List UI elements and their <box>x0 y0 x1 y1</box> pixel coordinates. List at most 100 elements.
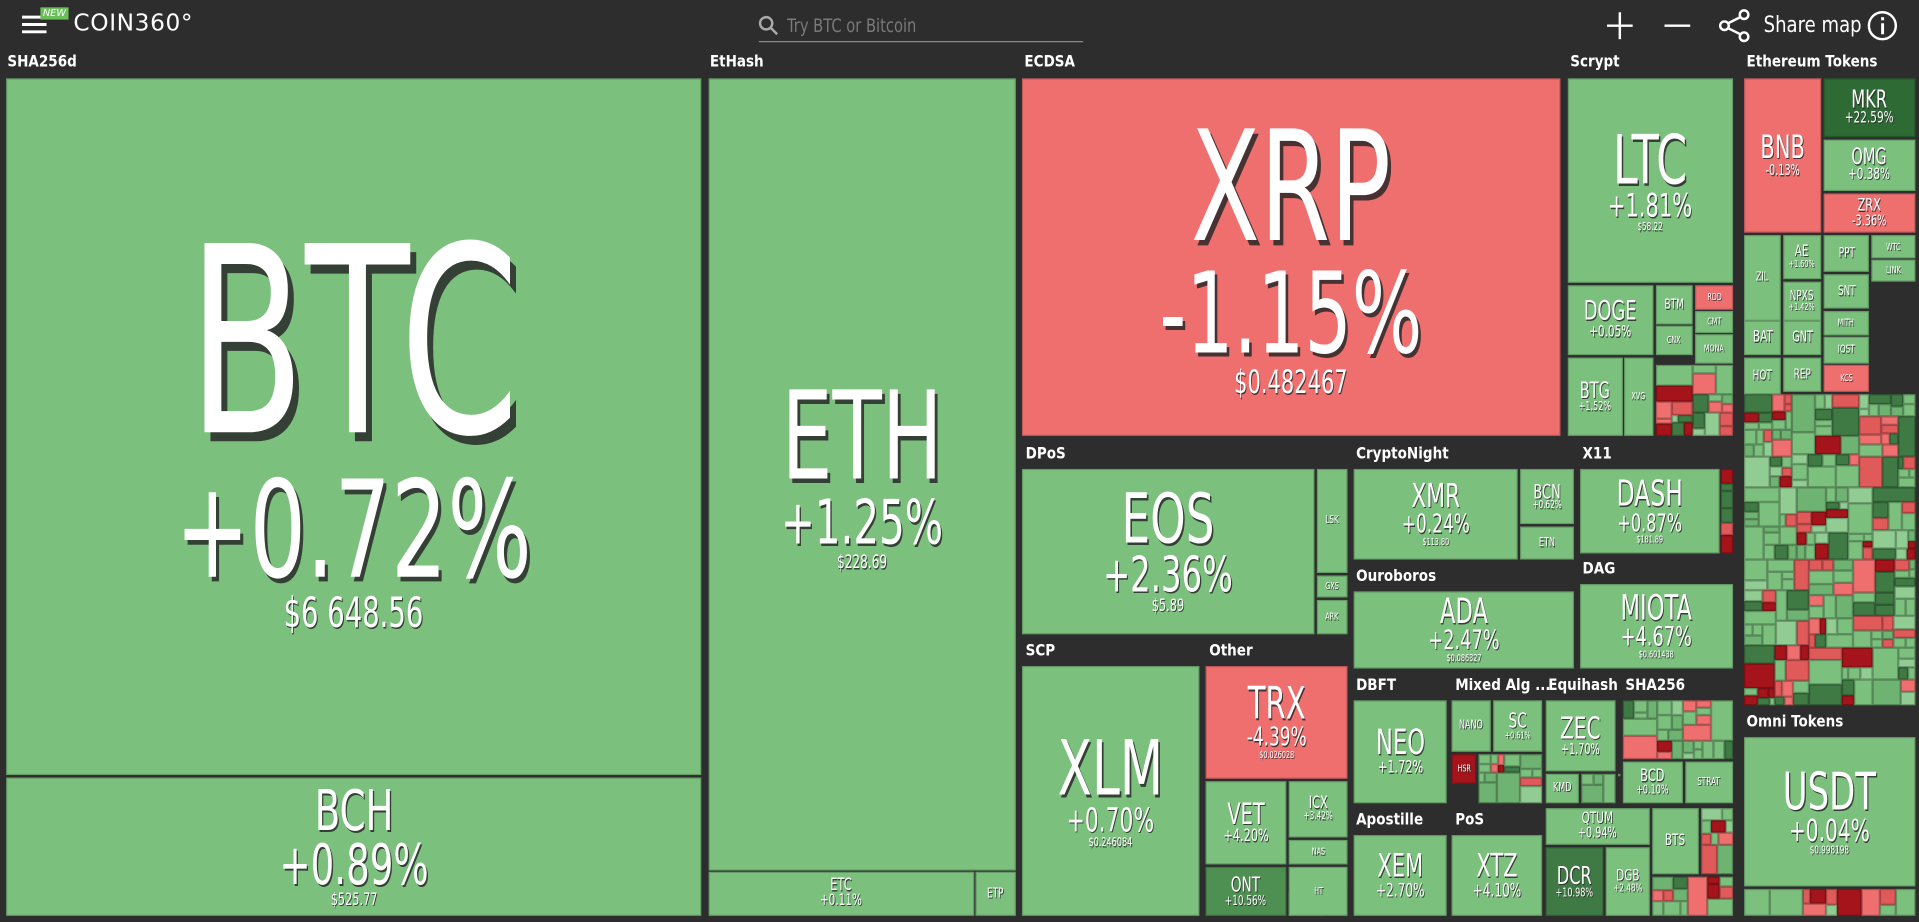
small-coin-tile[interactable] <box>1872 679 1901 706</box>
small-coin-tile[interactable] <box>1779 476 1792 488</box>
small-coin-tile[interactable] <box>1774 696 1785 706</box>
small-coin-tile[interactable] <box>1898 647 1916 659</box>
small-coin-tile[interactable] <box>1898 667 1909 680</box>
small-coin-tile[interactable] <box>1673 888 1688 902</box>
small-coin-tile[interactable] <box>1908 541 1916 549</box>
coin-tile[interactable]: HT <box>1288 866 1348 916</box>
small-coin-tile[interactable] <box>1808 634 1816 648</box>
small-coin-tile[interactable] <box>1872 647 1899 680</box>
small-coin-tile[interactable] <box>1835 465 1860 488</box>
coin-tile[interactable]: TRX -4.39% $0.026028 <box>1205 666 1348 779</box>
small-coin-tile[interactable] <box>1835 487 1849 503</box>
small-coin-tile[interactable] <box>1895 548 1907 560</box>
small-coin-tile[interactable] <box>1713 740 1725 760</box>
small-coin-tile[interactable] <box>1815 426 1833 436</box>
small-coin-tile[interactable] <box>1720 535 1734 554</box>
small-coin-tile[interactable] <box>1652 901 1664 916</box>
coin-tile[interactable]: BTC +0.72% $6 648.56 <box>6 78 702 776</box>
small-coin-tile[interactable] <box>1859 416 1882 435</box>
small-coin-tile[interactable] <box>1879 888 1896 905</box>
coin-tile[interactable]: CNX <box>1655 325 1693 356</box>
small-coin-tile[interactable] <box>1720 483 1734 491</box>
small-coin-tile[interactable] <box>1657 751 1672 760</box>
small-coin-tile[interactable] <box>1848 541 1863 560</box>
coin-tile[interactable]: LTC +1.81% $58.22 <box>1567 78 1734 283</box>
small-coin-tile[interactable] <box>1780 429 1792 440</box>
coin-tile[interactable]: ADA +2.47% $0.086327 <box>1353 591 1574 669</box>
small-coin-tile[interactable] <box>1900 691 1916 706</box>
small-coin-tile[interactable] <box>1657 715 1672 730</box>
zoom-in[interactable] <box>1606 12 1633 40</box>
small-coin-tile[interactable] <box>1848 487 1873 504</box>
small-coin-tile[interactable] <box>1901 513 1916 531</box>
small-coin-tile[interactable] <box>1909 468 1916 478</box>
small-coin-tile[interactable] <box>1757 688 1769 698</box>
small-coin-tile[interactable] <box>1875 592 1895 605</box>
small-coin-tile[interactable] <box>1682 711 1697 725</box>
small-coin-tile[interactable] <box>1879 904 1896 916</box>
small-coin-tile[interactable] <box>1828 532 1849 560</box>
small-coin-tile[interactable] <box>1898 468 1910 478</box>
small-coin-tile[interactable] <box>1796 511 1812 525</box>
small-coin-tile[interactable] <box>1655 364 1693 386</box>
small-coin-tile[interactable] <box>1909 569 1916 578</box>
small-coin-tile[interactable] <box>1863 533 1873 542</box>
small-coin-tile[interactable] <box>1848 533 1864 542</box>
small-coin-tile[interactable] <box>1478 754 1491 765</box>
small-coin-tile[interactable] <box>1504 766 1521 773</box>
small-coin-tile[interactable] <box>1693 740 1703 750</box>
small-coin-tile[interactable] <box>1901 502 1916 514</box>
coin-tile[interactable]: KCS <box>1823 364 1869 392</box>
small-coin-tile[interactable] <box>1908 530 1916 542</box>
coin-tile[interactable]: REP <box>1783 357 1822 392</box>
small-coin-tile[interactable] <box>1744 422 1759 430</box>
coin-tile[interactable]: BTM <box>1655 285 1693 325</box>
small-coin-tile[interactable] <box>1786 645 1801 660</box>
coin-tile[interactable]: XVG <box>1624 357 1654 436</box>
small-coin-tile[interactable] <box>1852 615 1883 631</box>
small-coin-tile[interactable] <box>1520 786 1543 804</box>
small-coin-tile[interactable] <box>1875 571 1895 593</box>
small-coin-tile[interactable] <box>1701 833 1712 845</box>
small-coin-tile[interactable] <box>1841 667 1849 680</box>
small-coin-tile[interactable] <box>1724 740 1734 760</box>
small-coin-tile[interactable] <box>1808 659 1842 685</box>
small-coin-tile[interactable] <box>1744 624 1753 636</box>
coin-tile[interactable]: IOST <box>1823 336 1869 364</box>
small-coin-tile[interactable] <box>1617 773 1621 777</box>
small-coin-tile[interactable] <box>1719 886 1734 899</box>
small-coin-tile[interactable] <box>1903 394 1916 405</box>
small-coin-tile[interactable] <box>1762 590 1776 603</box>
small-coin-tile[interactable] <box>1708 401 1723 413</box>
small-coin-tile[interactable] <box>1807 466 1836 488</box>
small-coin-tile[interactable] <box>1719 876 1734 887</box>
small-coin-tile[interactable] <box>1744 487 1780 503</box>
small-coin-tile[interactable] <box>1808 595 1824 607</box>
small-coin-tile[interactable] <box>1701 820 1712 834</box>
small-coin-tile[interactable] <box>1673 876 1688 889</box>
small-coin-tile[interactable] <box>1657 729 1669 741</box>
small-coin-tile[interactable] <box>1860 667 1873 680</box>
coin-tile[interactable]: XLM +0.70% $0.246084 <box>1021 666 1200 916</box>
small-coin-tile[interactable] <box>1478 782 1497 804</box>
small-coin-tile[interactable] <box>1758 412 1773 423</box>
coin-tile[interactable]: ONT +10.56% <box>1205 866 1287 916</box>
small-coin-tile[interactable] <box>1484 772 1497 783</box>
small-coin-tile[interactable] <box>1763 532 1780 545</box>
small-coin-tile[interactable] <box>1769 476 1780 488</box>
small-coin-tile[interactable] <box>1763 526 1780 533</box>
coin-tile[interactable]: DASH +0.87% $181.89 <box>1580 468 1720 554</box>
small-coin-tile[interactable] <box>1692 428 1705 436</box>
small-coin-tile[interactable] <box>1826 888 1838 905</box>
small-coin-tile[interactable] <box>1822 559 1834 571</box>
small-coin-tile[interactable] <box>1762 602 1776 611</box>
coin-tile[interactable]: NEO +1.72% <box>1353 700 1447 804</box>
coin-tile[interactable]: BAT <box>1744 320 1781 356</box>
small-coin-tile[interactable] <box>1811 525 1827 533</box>
small-coin-tile[interactable] <box>1707 884 1720 899</box>
small-coin-tile[interactable] <box>1882 615 1894 631</box>
small-coin-tile[interactable] <box>1744 412 1759 423</box>
small-coin-tile[interactable] <box>1826 487 1836 503</box>
coin-tile[interactable]: MITH <box>1823 310 1869 336</box>
small-coin-tile[interactable] <box>1744 888 1770 916</box>
